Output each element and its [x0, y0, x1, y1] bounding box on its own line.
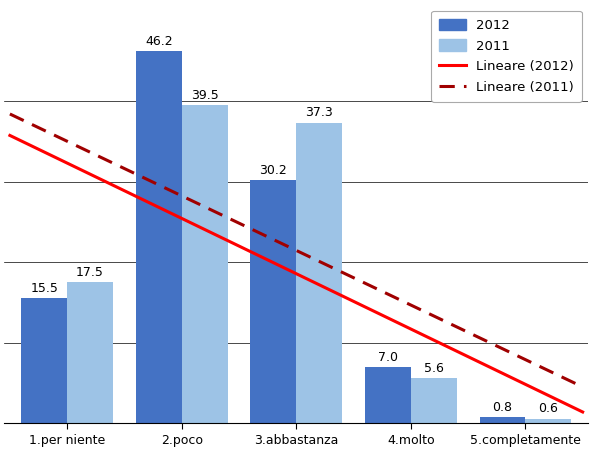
Bar	[67, 282, 113, 423]
Text: 37.3: 37.3	[306, 106, 333, 120]
Text: 0.6: 0.6	[538, 402, 558, 415]
Text: 15.5: 15.5	[30, 282, 58, 295]
Bar	[296, 123, 342, 423]
Text: 0.8: 0.8	[493, 401, 512, 414]
Text: 30.2: 30.2	[260, 164, 287, 177]
Bar	[365, 367, 411, 423]
Text: 46.2: 46.2	[145, 35, 173, 48]
Bar	[22, 299, 67, 423]
Text: 5.6: 5.6	[424, 362, 444, 375]
Bar	[526, 419, 571, 423]
Bar	[182, 105, 228, 423]
Text: 39.5: 39.5	[191, 89, 218, 102]
Bar	[251, 180, 296, 423]
Bar	[480, 417, 526, 423]
Bar	[411, 378, 457, 423]
Text: 7.0: 7.0	[378, 351, 398, 364]
Legend: 2012, 2011, Lineare (2012), Lineare (2011): 2012, 2011, Lineare (2012), Lineare (201…	[431, 11, 582, 102]
Text: 17.5: 17.5	[76, 266, 104, 279]
Bar	[136, 51, 182, 423]
